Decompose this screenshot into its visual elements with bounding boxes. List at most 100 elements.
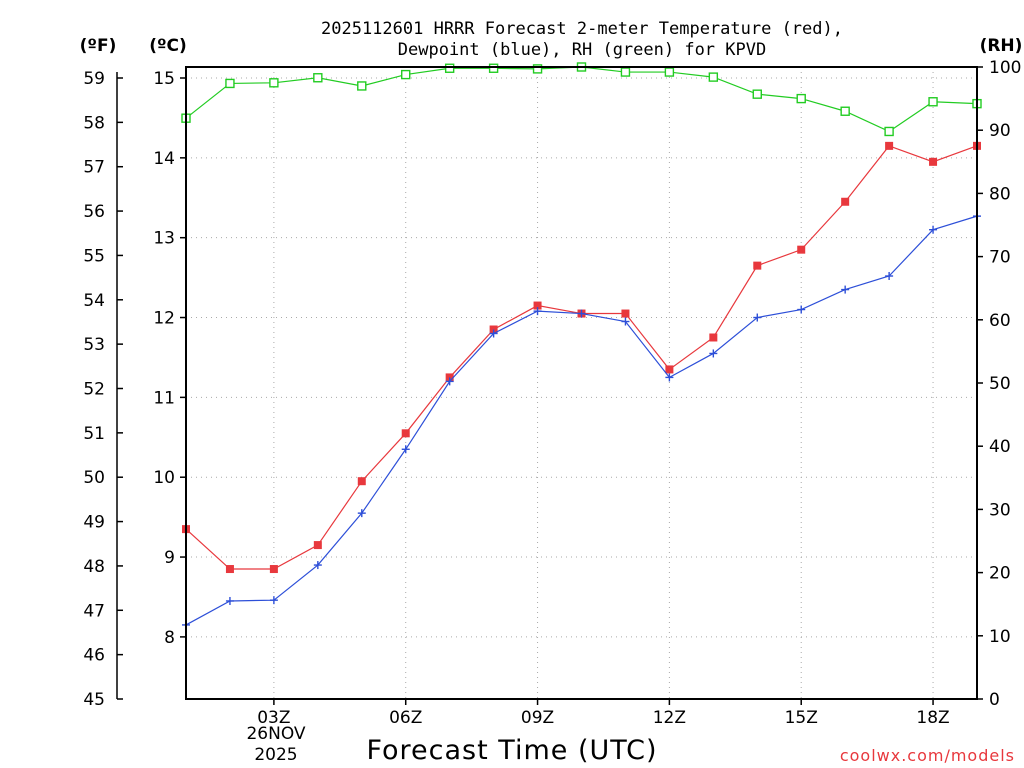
x-tick-label: 15Z <box>785 708 818 728</box>
x-tick-label: 12Z <box>653 708 686 728</box>
temperature-point <box>797 245 806 254</box>
rh-tick-label: 0 <box>989 690 1000 710</box>
rh-point <box>488 63 499 73</box>
rh-unit-label: (RH) <box>980 36 1023 56</box>
temperature-point <box>621 309 630 318</box>
fahrenheit-tick-label: 55 <box>83 246 105 266</box>
rh-tick-label: 20 <box>989 564 1011 584</box>
dewpoint-point <box>533 307 542 316</box>
temperature-point <box>533 301 542 310</box>
dewpoint-point <box>313 561 322 570</box>
dewpoint-point <box>445 377 454 386</box>
fahrenheit-axis: 45 46 47 48 49 50 51 52 53 54 55 56 57 58 59 <box>83 69 123 710</box>
credit-text: coolwx.com/models <box>840 746 1015 765</box>
dewpoint-point <box>577 309 586 318</box>
temperature-point <box>225 565 234 574</box>
fahrenheit-tick-label: 46 <box>83 646 105 666</box>
fahrenheit-tick-label: 58 <box>83 113 105 133</box>
rh-tick-label: 100 <box>989 58 1021 78</box>
fahrenheit-tick-label: 57 <box>83 158 105 178</box>
rh-point <box>313 73 323 83</box>
temperature-point <box>665 365 674 374</box>
temperature-point <box>269 565 278 574</box>
rh-point <box>444 63 455 73</box>
temperature-point <box>929 157 938 166</box>
dewpoint-point <box>357 509 366 518</box>
celsius-tick-label: 12 <box>153 309 175 329</box>
celsius-tick-label: 8 <box>164 628 175 648</box>
fahrenheit-tick-label: 45 <box>83 690 105 710</box>
x-axis: 03Z 06Z 09Z 12Z 15Z 18Z <box>257 699 950 728</box>
temperature-point <box>709 333 718 342</box>
celsius-tick-label: 10 <box>153 468 175 488</box>
dewpoint-point <box>489 329 498 338</box>
chart-title-line1: 2025112601 HRRR Forecast 2-meter Tempera… <box>321 19 843 39</box>
fahrenheit-unit-label: (ºF) <box>80 36 117 56</box>
rh-point <box>401 69 411 80</box>
fahrenheit-tick-label: 50 <box>83 468 105 488</box>
dewpoint-point <box>753 313 762 322</box>
fahrenheit-tick-label: 59 <box>83 69 105 89</box>
rh-point <box>708 72 719 82</box>
dewpoint-point <box>621 317 630 326</box>
rh-point <box>752 89 762 99</box>
celsius-tick-label: 13 <box>153 229 175 249</box>
rh-point <box>225 78 235 89</box>
x-tick-label: 18Z <box>916 708 949 728</box>
fahrenheit-tick-label: 53 <box>83 335 105 355</box>
dewpoint-point <box>665 373 674 382</box>
dewpoint-point <box>929 225 938 234</box>
rh-point <box>664 67 675 77</box>
fahrenheit-tick-label: 51 <box>83 424 105 444</box>
rh-tick-label: 90 <box>989 121 1011 141</box>
temperature-point <box>313 541 322 550</box>
rh-point <box>884 126 894 137</box>
date-label-line1: 26NOV <box>246 724 305 744</box>
x-tick-label: 03Z <box>257 708 290 728</box>
rh-tick-label: 60 <box>989 311 1011 331</box>
rh-tick-label: 70 <box>989 248 1011 268</box>
rh-tick-label: 50 <box>989 374 1011 394</box>
rh-point <box>928 97 938 107</box>
rh-tick-label: 80 <box>989 184 1011 204</box>
dewpoint-point <box>841 285 850 294</box>
x-tick-label: 09Z <box>521 708 554 728</box>
dewpoint-point <box>269 596 278 605</box>
rh-tick-label: 40 <box>989 437 1011 457</box>
celsius-tick-label: 14 <box>153 149 175 169</box>
plot-frame <box>185 66 978 700</box>
dewpoint-point <box>225 596 234 605</box>
celsius-axis: 8 9 10 11 12 13 14 15 <box>153 69 186 648</box>
fahrenheit-tick-label: 56 <box>83 202 105 222</box>
rh-point <box>269 78 279 88</box>
fahrenheit-tick-label: 47 <box>83 601 105 621</box>
rh-point <box>532 64 543 74</box>
grid-lines <box>186 67 977 699</box>
celsius-tick-label: 11 <box>153 388 175 408</box>
fahrenheit-tick-label: 52 <box>83 380 105 400</box>
fahrenheit-tick-label: 54 <box>83 291 105 311</box>
dewpoint-point <box>885 272 894 281</box>
fahrenheit-tick-label: 48 <box>83 557 105 577</box>
temperature-point <box>753 261 762 270</box>
dewpoint-point <box>797 305 806 314</box>
rh-tick-label: 10 <box>989 627 1011 647</box>
rh-axis: 0 10 20 30 40 50 60 70 80 90 100 <box>977 58 1021 710</box>
x-axis-title: Forecast Time (UTC) <box>366 735 657 766</box>
date-label-line2: 2025 <box>254 745 297 765</box>
rh-tick-label: 30 <box>989 500 1011 520</box>
celsius-unit-label: (ºC) <box>149 36 187 56</box>
rh-point <box>357 81 367 91</box>
chart-title-line2: Dewpoint (blue), RH (green) for KPVD <box>398 40 766 60</box>
rh-point <box>840 106 850 116</box>
celsius-tick-label: 15 <box>153 69 175 89</box>
dewpoint-point <box>401 445 410 454</box>
x-tick-label: 06Z <box>389 708 422 728</box>
rh-point <box>620 67 631 77</box>
dewpoint-point <box>709 349 718 358</box>
fahrenheit-tick-label: 49 <box>83 513 105 533</box>
temperature-point <box>885 141 894 150</box>
rh-point <box>796 93 806 104</box>
